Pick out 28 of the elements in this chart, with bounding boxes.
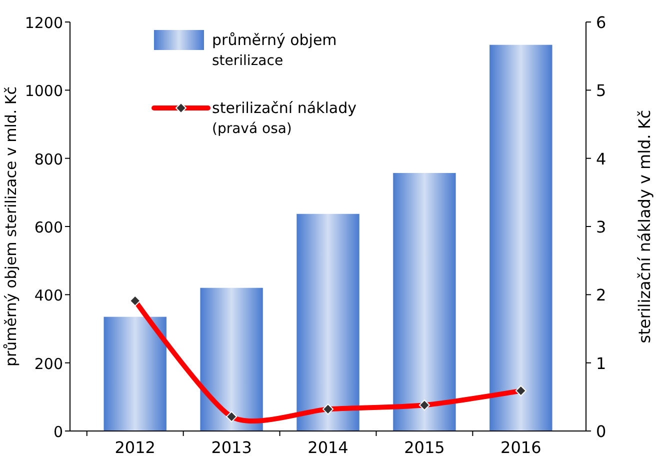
x-tick-label: 2014 [308,438,348,457]
legend-label: sterilizační náklady (pravá osa) [212,99,357,137]
x-tick-label: 2013 [211,438,252,457]
bar [104,316,166,431]
y2-tick-label: 3 [596,218,606,236]
x-tick-label: 2012 [114,438,156,457]
y2-tick-label: 0 [596,422,606,441]
bar [200,288,263,431]
y-tick-label: 1000 [24,82,63,100]
x-tick-label: 2016 [500,438,542,457]
bar [393,172,456,431]
y2-tick-label: 6 [596,13,606,32]
y-tick-label: 400 [34,286,63,305]
legend-label: průměrný objem sterilizace [212,31,337,69]
y2-tick-label: 4 [596,149,606,168]
y-tick-label: 200 [34,354,63,373]
bar [490,44,552,431]
x-tick-label: 2015 [404,438,445,457]
y2-tick-label: 5 [596,81,606,100]
y-tick-label: 0 [53,423,63,441]
y-axis-title: průměrný objem sterilizace v mld. Kč [2,86,20,367]
y2-tick-label: 2 [596,286,606,305]
y-tick-label: 600 [34,218,63,236]
y-tick-label: 1200 [24,14,63,32]
y2-axis-title: sterilizační náklady v mld. Kč [635,110,654,344]
bar [296,214,360,431]
y2-tick-label: 1 [596,354,606,373]
y-tick-label: 800 [34,150,63,168]
